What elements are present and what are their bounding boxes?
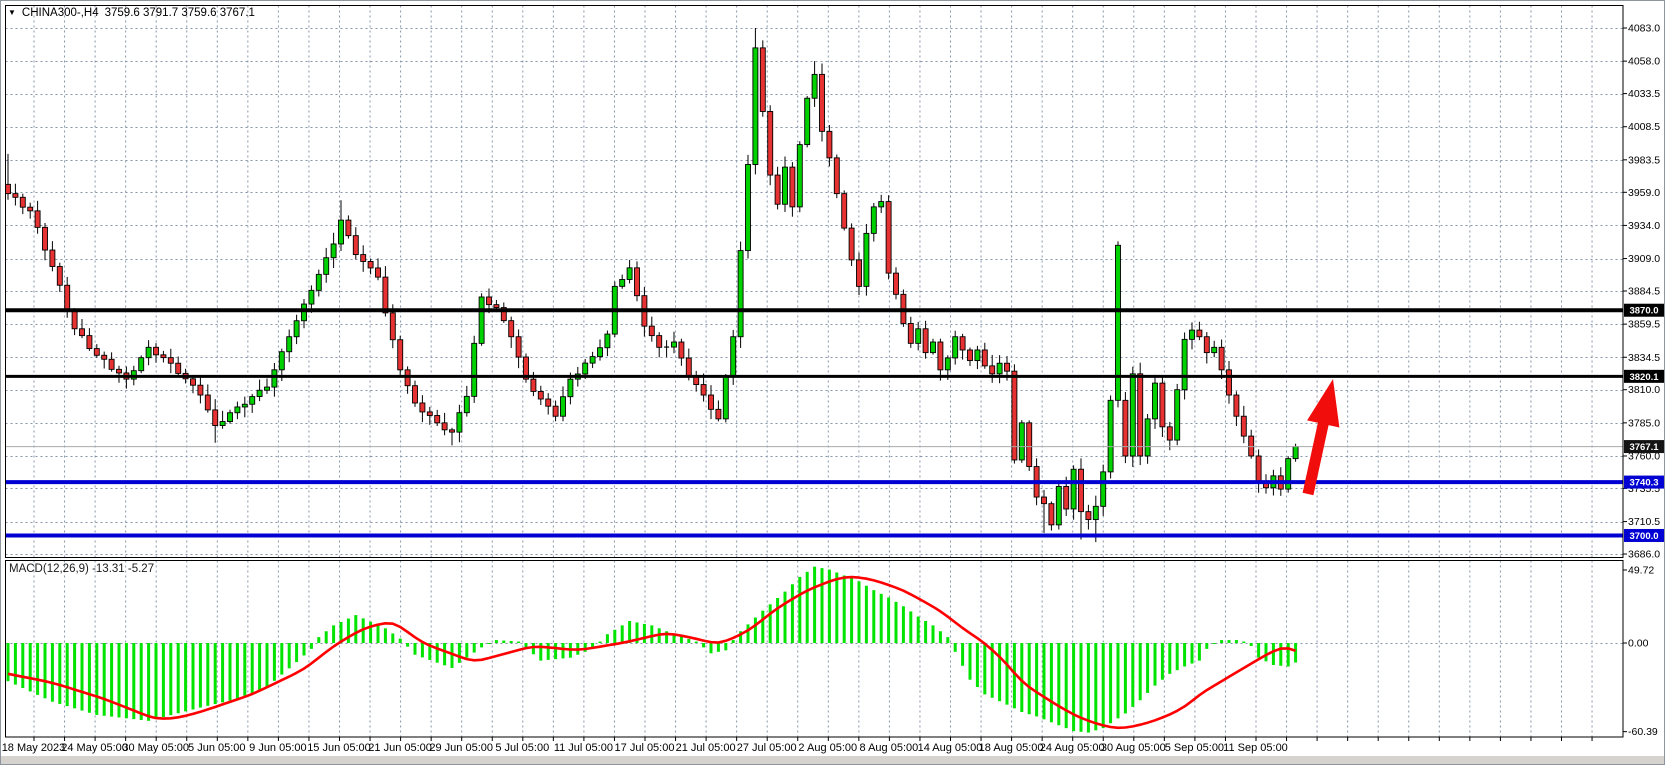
svg-text:3884.5: 3884.5 — [1628, 286, 1660, 298]
svg-text:29 Jun 05:00: 29 Jun 05:00 — [429, 742, 493, 754]
svg-text:3834.5: 3834.5 — [1628, 352, 1660, 364]
svg-text:3740.3: 3740.3 — [1629, 478, 1658, 489]
price-badges: 3870.0 3820.1 3767.1 3740.3 3700.0 — [1624, 303, 1664, 542]
ohlc-values: 3759.6 3791.7 3759.6 3767.1 — [104, 7, 255, 19]
svg-text:-60.39: -60.39 — [1628, 726, 1658, 738]
up-arrow-annotation[interactable] — [1302, 379, 1340, 496]
svg-text:8 Aug 05:00: 8 Aug 05:00 — [860, 742, 919, 754]
svg-text:0.00: 0.00 — [1628, 638, 1649, 650]
svg-text:4008.5: 4008.5 — [1628, 121, 1660, 133]
macd-indicator-label: MACD(12,26,9) -13.31 -5.27 — [9, 563, 154, 575]
svg-text:18 May 2023: 18 May 2023 — [2, 742, 66, 754]
svg-text:11 Sep 05:00: 11 Sep 05:00 — [1223, 742, 1288, 754]
svg-text:21 Jul 05:00: 21 Jul 05:00 — [676, 742, 736, 754]
svg-text:3934.0: 3934.0 — [1628, 220, 1660, 232]
price-pane-border — [5, 5, 1624, 558]
macd-pane — [5, 560, 1623, 737]
svg-text:30 May 05:00: 30 May 05:00 — [122, 742, 189, 754]
svg-text:30 Aug 05:00: 30 Aug 05:00 — [1101, 742, 1166, 754]
svg-text:11 Jul 05:00: 11 Jul 05:00 — [554, 742, 613, 754]
svg-text:21 Jun 05:00: 21 Jun 05:00 — [368, 742, 432, 754]
svg-text:3820.1: 3820.1 — [1629, 372, 1659, 383]
svg-text:3710.5: 3710.5 — [1628, 516, 1660, 528]
macd-axis[interactable]: 49.72 0.00 -60.39 — [1623, 565, 1658, 739]
svg-text:2 Aug 05:00: 2 Aug 05:00 — [798, 742, 857, 754]
svg-text:18 Aug 05:00: 18 Aug 05:00 — [979, 742, 1044, 754]
svg-text:3983.5: 3983.5 — [1628, 154, 1660, 166]
svg-text:24 May 05:00: 24 May 05:00 — [61, 742, 128, 754]
svg-text:3760.0: 3760.0 — [1628, 450, 1660, 462]
svg-text:4083.0: 4083.0 — [1628, 23, 1660, 35]
svg-text:27 Jul 05:00: 27 Jul 05:00 — [737, 742, 797, 754]
svg-text:15 Jun 05:00: 15 Jun 05:00 — [307, 742, 371, 754]
macd-histogram — [6, 566, 1298, 733]
symbol-period-label: CHINA300-,H4 — [21, 7, 99, 19]
svg-text:3909.0: 3909.0 — [1628, 253, 1660, 265]
svg-text:49.72: 49.72 — [1628, 565, 1654, 577]
symbol-dropdown-icon[interactable]: ▼ — [8, 8, 16, 17]
svg-text:3810.0: 3810.0 — [1628, 384, 1660, 396]
svg-text:3767.1: 3767.1 — [1629, 442, 1659, 453]
svg-text:3700.0: 3700.0 — [1629, 531, 1658, 542]
macd-pane-border — [5, 560, 1624, 738]
svg-text:3859.5: 3859.5 — [1628, 319, 1660, 331]
grid-vertical-main — [33, 5, 1593, 558]
svg-text:5 Jun 05:00: 5 Jun 05:00 — [188, 742, 246, 754]
svg-text:14 Aug 05:00: 14 Aug 05:00 — [918, 742, 983, 754]
svg-text:24 Aug 05:00: 24 Aug 05:00 — [1040, 742, 1105, 754]
svg-text:3870.0: 3870.0 — [1629, 306, 1658, 317]
macd-signal-line — [7, 575, 1296, 730]
svg-text:5 Jul 05:00: 5 Jul 05:00 — [495, 742, 549, 754]
svg-text:5 Sep 05:00: 5 Sep 05:00 — [1165, 742, 1224, 754]
svg-text:4058.0: 4058.0 — [1628, 56, 1660, 68]
svg-text:4033.5: 4033.5 — [1628, 88, 1660, 100]
svg-text:3686.0: 3686.0 — [1628, 549, 1660, 561]
price-axis[interactable]: 4083.0 4058.0 4033.5 4008.5 3983.5 3959.0 3934… — [1623, 23, 1660, 561]
level-lines[interactable] — [5, 308, 1624, 538]
svg-text:9 Jun 05:00: 9 Jun 05:00 — [249, 742, 307, 754]
chart-title: ▼ CHINA300-,H4 3759.6 3791.7 3759.6 3767… — [8, 7, 255, 19]
svg-text:3959.0: 3959.0 — [1628, 187, 1660, 199]
svg-text:17 Jul 05:00: 17 Jul 05:00 — [615, 742, 675, 754]
price-pane — [5, 5, 1624, 558]
macd-label-text: MACD(12,26,9) -13.31 -5.27 — [9, 563, 155, 575]
svg-text:3785.0: 3785.0 — [1628, 417, 1660, 429]
